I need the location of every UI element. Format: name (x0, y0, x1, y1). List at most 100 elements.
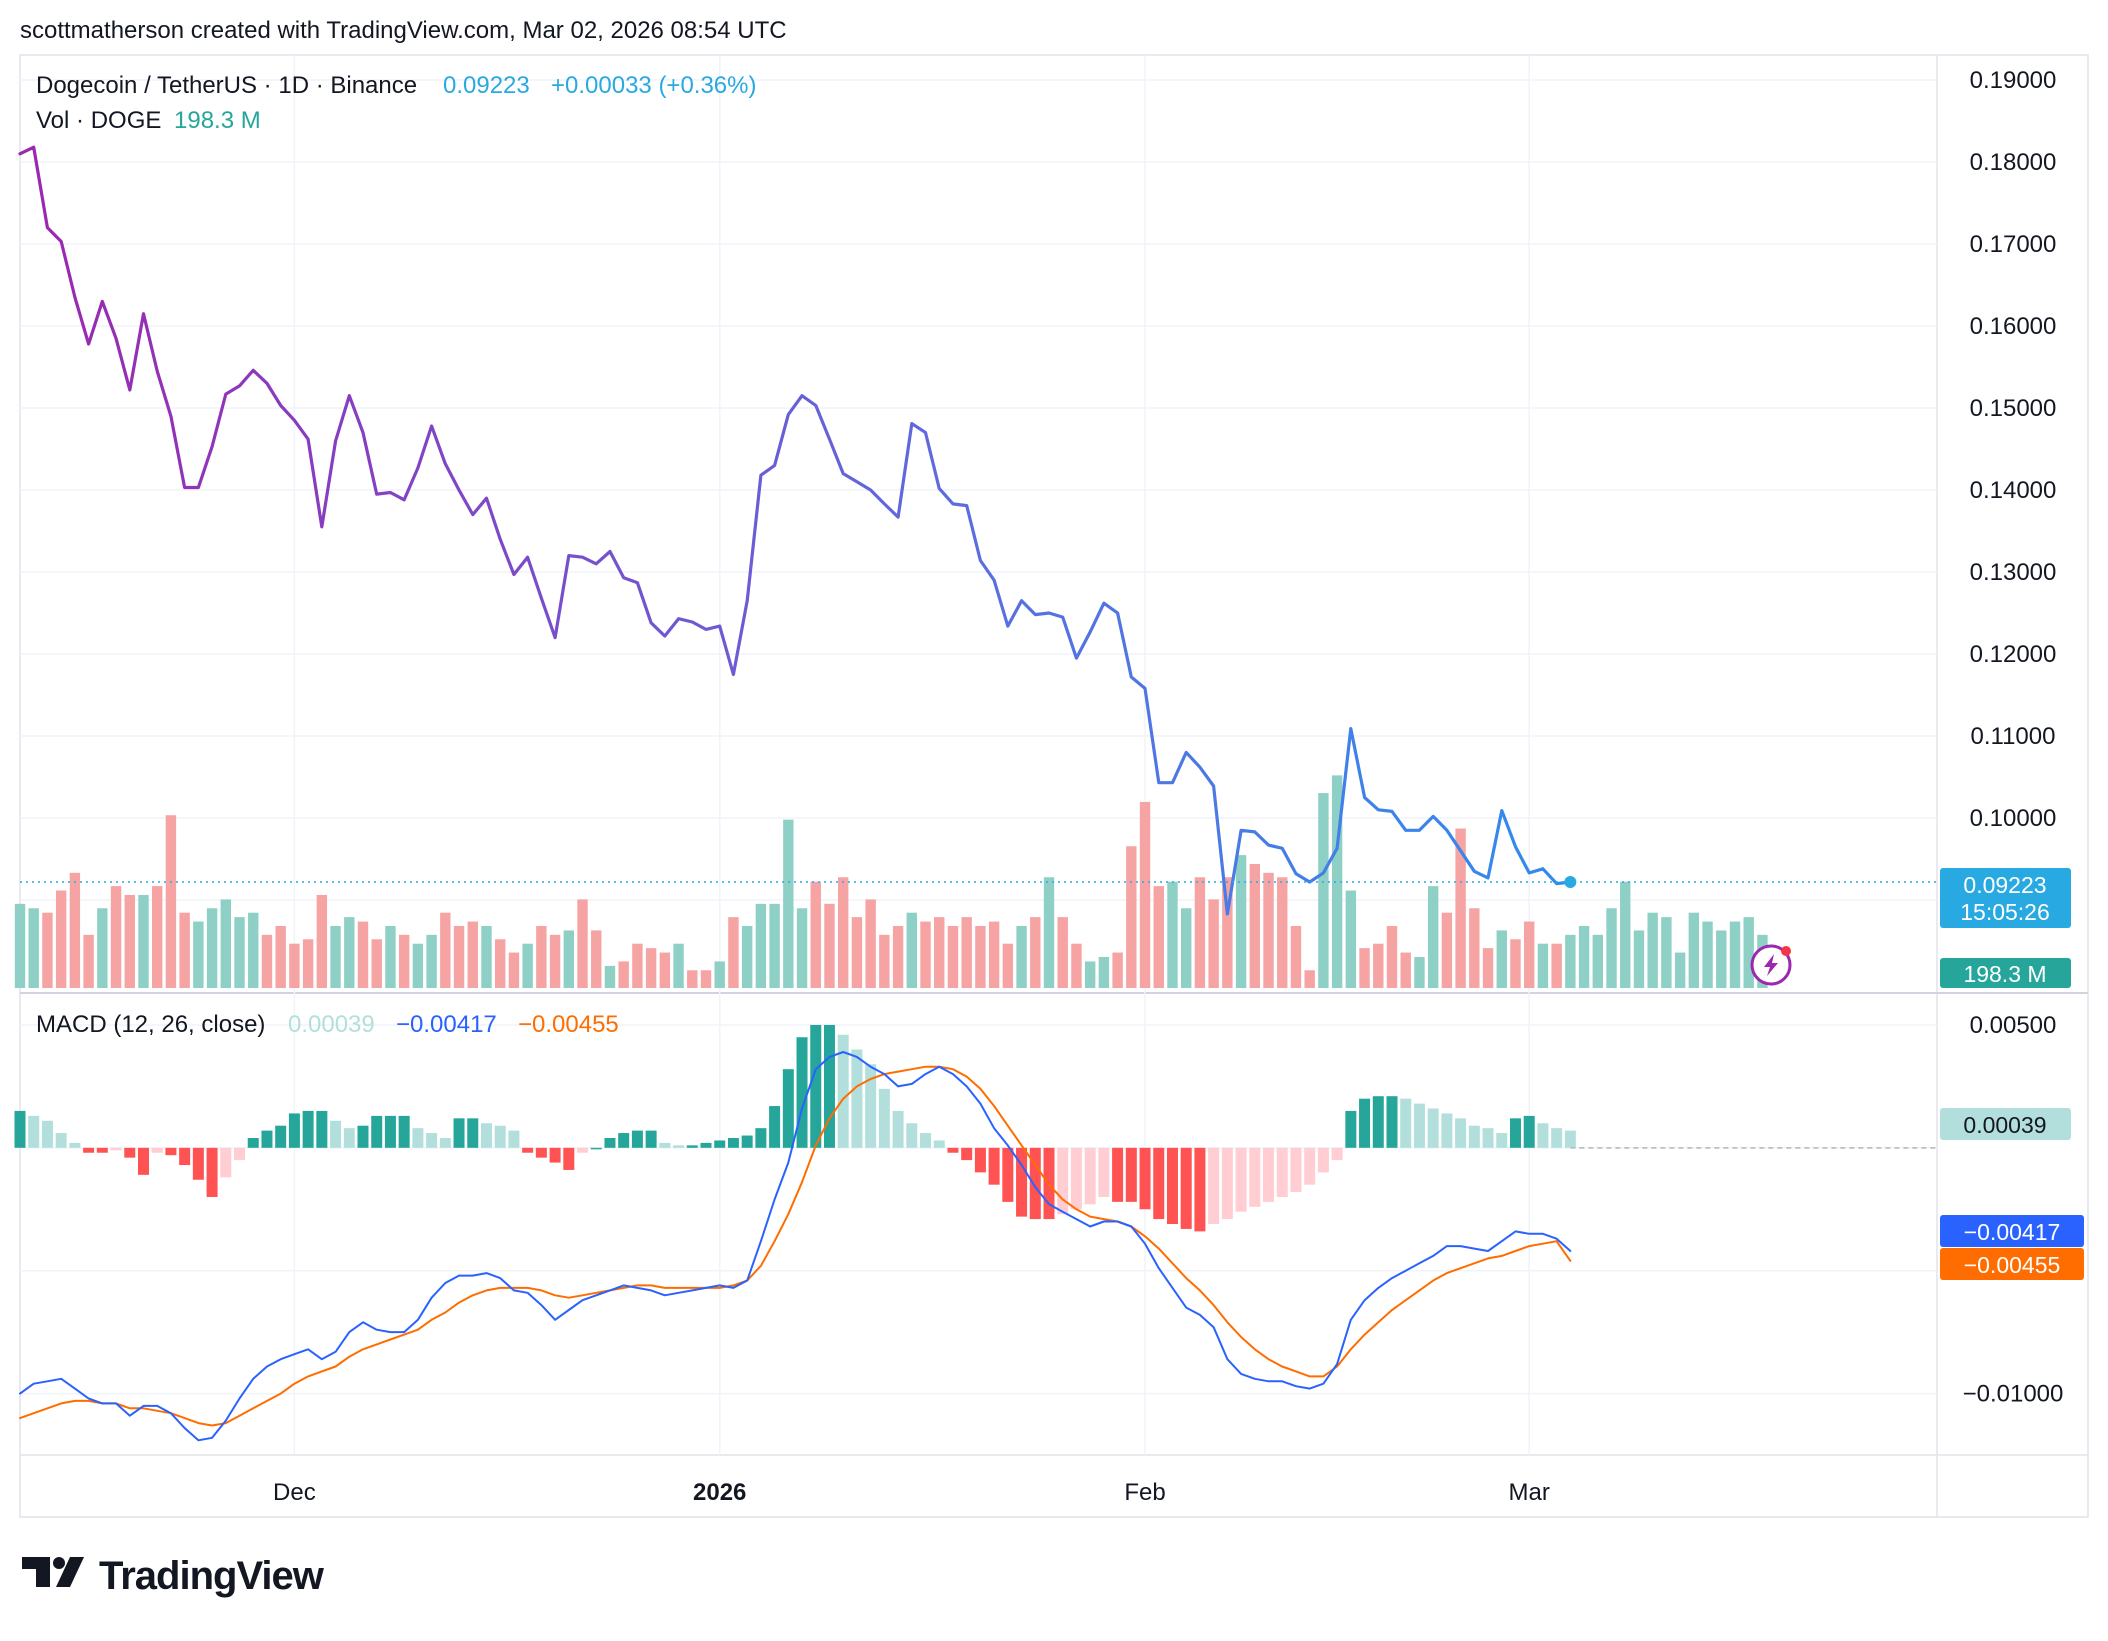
volume-bar (1139, 801, 1151, 988)
tradingview-logo-mark-icon (22, 1557, 84, 1587)
price-tick-label: 0.18000 (1970, 149, 2057, 176)
macd-hist-bar (1276, 1147, 1288, 1197)
main-legend[interactable]: Dogecoin / TetherUS · 1D · Binance 0.092… (36, 72, 757, 134)
tradingview-logo[interactable]: TradingView (22, 1554, 326, 1598)
macd-hist-bar (1482, 1128, 1494, 1148)
volume-bar (1729, 921, 1741, 988)
price-change: +0.00033 (+0.36%) (551, 72, 757, 99)
volume-bar (1126, 846, 1137, 988)
macd-hist-bar (467, 1118, 479, 1148)
volume-legend-label[interactable]: Vol · DOGE (36, 107, 161, 134)
volume-bar (152, 886, 163, 988)
volume-bar (687, 970, 698, 988)
macd-hist-bar (206, 1147, 218, 1197)
macd-legend[interactable]: MACD (12, 26, close) 0.00039 −0.00417 −0… (36, 1011, 619, 1038)
macd-hist-bar (83, 1147, 95, 1153)
symbol-title[interactable]: Dogecoin / TetherUS · 1D · Binance (36, 72, 417, 99)
volume-badge-value: 198.3 M (1963, 961, 2046, 987)
macd-hist-bar (234, 1147, 246, 1161)
macd-hist-bar (1523, 1115, 1535, 1148)
macd-hist-bar (1208, 1147, 1220, 1224)
macd-hist-bar (522, 1147, 534, 1153)
volume-bar (42, 912, 53, 988)
price-tick-label: 0.13000 (1970, 559, 2057, 586)
price-tick-label: 0.15000 (1970, 395, 2057, 422)
volume-bar (1373, 943, 1384, 988)
volume-bar (83, 934, 94, 988)
macd-hist-bar (947, 1147, 959, 1153)
macd-hist-bar (69, 1142, 81, 1148)
volume-bar (1222, 877, 1233, 988)
volume-bar (1441, 912, 1453, 988)
volume-bar (783, 819, 794, 988)
macd-hist-bar (700, 1142, 712, 1148)
time-axis[interactable]: Dec 2026 Feb Mar (273, 1479, 1550, 1506)
volume-bar (69, 872, 81, 988)
volume-bar (302, 939, 314, 988)
volume-bar (1647, 912, 1658, 988)
macd-tick-label: 0.00500 (1970, 1012, 2057, 1039)
volume-bar (1455, 828, 1466, 988)
macd-hist-bar (28, 1115, 40, 1148)
volume-bar (1112, 952, 1123, 988)
volume-bar (1565, 934, 1576, 988)
macd-hist-bar (1290, 1147, 1302, 1193)
lightning-icon[interactable] (1750, 944, 1792, 986)
last-price-dot (1564, 875, 1577, 888)
volume-bar (920, 921, 931, 988)
volume-bar (495, 939, 506, 988)
macd-hist-bar (1002, 1147, 1014, 1202)
macd-hist-bar (1386, 1096, 1398, 1148)
macd-hist-bar (1345, 1110, 1357, 1148)
macd-hist-bar (1372, 1096, 1384, 1148)
macd-hist-bar (412, 1128, 424, 1148)
volume-bar (398, 934, 410, 988)
volume-bar (1153, 886, 1164, 988)
volume-bar (1098, 956, 1110, 988)
macd-hist-bar (1180, 1147, 1192, 1229)
price-tick-label: 0.12000 (1970, 641, 2057, 668)
macd-hist-bar (165, 1147, 177, 1156)
macd-hist-bar (1441, 1113, 1453, 1148)
volume-bar (1674, 952, 1686, 988)
volume-bar (1345, 890, 1357, 988)
volume-bar (865, 899, 876, 988)
volume-bar (440, 912, 451, 988)
volume-bar (947, 925, 959, 988)
macd-hist-bar (1509, 1118, 1521, 1148)
signal-badge-value: −0.00455 (1964, 1252, 2061, 1278)
macd-hist-bar (1166, 1147, 1178, 1224)
price-badge: 0.09223 15:05:26 (1940, 868, 2071, 928)
volume-bars (14, 775, 1768, 988)
macd-hist-bar (1496, 1133, 1508, 1148)
volume-bar (1263, 872, 1274, 988)
volume-bar (1290, 925, 1302, 988)
volume-bar (892, 925, 904, 988)
macd-title[interactable]: MACD (12, 26, close) (36, 1011, 265, 1038)
macd-hist-bar (645, 1130, 657, 1148)
price-axis[interactable]: 0.19000 0.18000 0.17000 0.16000 0.15000 0.140… (1963, 67, 2064, 1408)
volume-bar (289, 943, 300, 988)
volume-bar (344, 917, 355, 988)
volume-bar (1551, 943, 1562, 988)
macd-hist-bar (439, 1137, 451, 1148)
macd-hist-bar (384, 1115, 396, 1148)
volume-bar (604, 965, 616, 988)
volume-legend-value: 198.3 M (174, 107, 261, 134)
volume-bar (385, 925, 396, 988)
volume-bar (412, 943, 424, 988)
macd-hist-bar (810, 1024, 822, 1148)
volume-bar (1592, 934, 1603, 988)
macd-hist-bar (1139, 1147, 1151, 1210)
volume-bar (879, 934, 890, 988)
macd-hist-bar (398, 1115, 410, 1148)
macd-hist-bar (851, 1049, 863, 1148)
macd-hist-bar (1125, 1147, 1137, 1202)
volume-bar (1496, 930, 1507, 988)
volume-bar (1633, 930, 1645, 988)
macd-hist-bar (1359, 1098, 1371, 1148)
volume-bar (988, 921, 1000, 988)
hist-badge-value: 0.00039 (1963, 1112, 2046, 1138)
